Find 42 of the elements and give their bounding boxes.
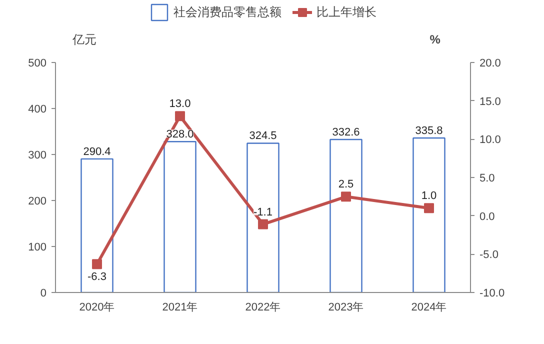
data-label: 324.5 [249,130,277,142]
bar [164,141,196,292]
y-tick-label: 400 [28,104,47,116]
x-tick-label: 2020年 [79,302,115,314]
y2-tick-label: 5.0 [480,172,495,184]
bar [80,158,114,292]
data-label: -6.3 [88,271,106,284]
x-tick-label: 2023年 [328,302,364,314]
y-tick-label: 500 [28,58,47,70]
y2-tick-label: -5.0 [480,249,498,262]
y2-tick-label: 20.0 [480,58,501,70]
bar [330,138,362,292]
data-label: 332.6 [332,126,360,139]
y2-axis-title: % [430,32,441,46]
y-tick-label: 100 [28,242,47,254]
point [424,203,434,214]
point [341,192,351,202]
y2-tick-label: 15.0 [480,96,501,108]
bar [412,137,446,292]
legend-label: 社会消费品零售总额 [174,4,282,20]
x-tick-label: 2024年 [411,302,447,314]
point [92,259,102,270]
data-label: 290.4 [83,146,111,158]
x-tick-label: 2022年 [245,302,281,314]
x-tick-label: 2021年 [162,302,198,314]
bar [246,142,280,292]
y2-tick-label: 10.0 [480,134,501,146]
y-tick-label: 200 [28,196,47,208]
y-axis-title: 亿元 [72,32,97,46]
point [175,111,185,122]
data-label: 2.5 [338,178,354,191]
y2-tick-label: 0.0 [480,210,495,223]
data-label: -1.1 [254,206,272,218]
data-label: 1.0 [421,190,437,202]
point [258,219,268,230]
y-tick-label: 0 [40,288,47,300]
data-label: 328.0 [166,128,194,141]
data-label: 335.8 [415,125,443,138]
data-label: 13.0 [169,98,191,110]
y-tick-label: 300 [28,150,47,162]
y2-tick-label: -10.0 [480,288,505,300]
legend-label: 比上年增长 [316,4,376,20]
